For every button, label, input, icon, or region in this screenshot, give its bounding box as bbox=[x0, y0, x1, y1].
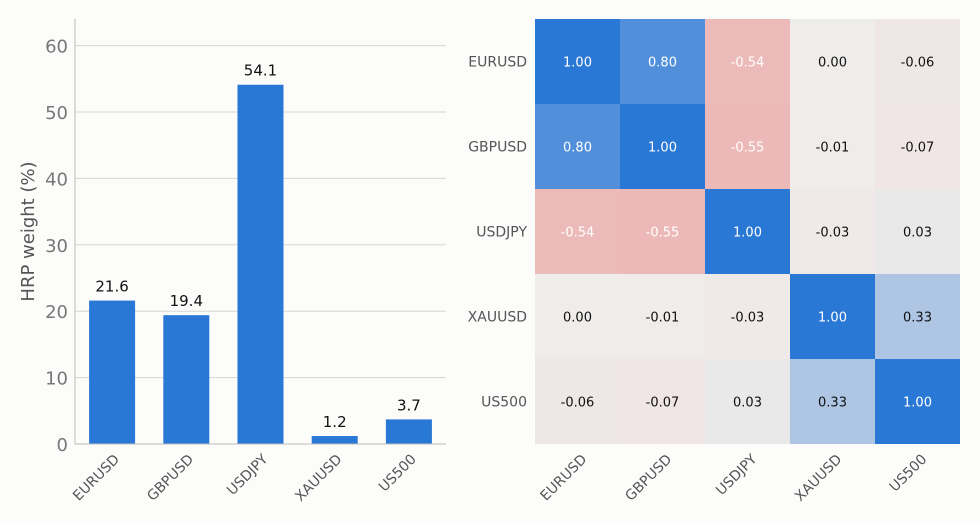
bar-x-tick-label: EURUSD bbox=[70, 452, 123, 505]
heatmap-cell-label: -0.54 bbox=[561, 226, 595, 241]
heatmap-cell-label: -0.06 bbox=[561, 396, 595, 411]
bar-series: 21.6 19.4 54.1 1.2 3.7 bbox=[89, 62, 432, 444]
heatmap-column-label: XAUUSD bbox=[792, 452, 845, 505]
heatmap-cell bbox=[705, 19, 790, 104]
bar-y-tick-label: 30 bbox=[45, 236, 68, 257]
heatmap-cell bbox=[535, 359, 620, 444]
heatmap-cell-label: -0.01 bbox=[816, 141, 850, 156]
heatmap-cell-label: 0.00 bbox=[818, 56, 847, 71]
heatmap-cell bbox=[790, 359, 875, 444]
bar-y-tick-label: 60 bbox=[45, 37, 68, 58]
bar-data-label: 54.1 bbox=[244, 62, 277, 80]
heatmap-cells: 1.00 0.80 -0.54 0.00 -0.06 0.80 1.00 -0.55 -0.01… bbox=[535, 19, 960, 444]
heatmap-cell-label: -0.07 bbox=[646, 396, 680, 411]
heatmap-cell bbox=[790, 274, 875, 359]
heatmap-row-label: EURUSD bbox=[468, 55, 527, 71]
bar-chart: 21.6 19.4 54.1 1.2 3.7 0 10 20 30 40 50 60 EURUSD GB… bbox=[18, 19, 446, 505]
heatmap-cell-label: 0.00 bbox=[563, 311, 592, 326]
heatmap-cell bbox=[875, 359, 960, 444]
heatmap-cell-label: -0.07 bbox=[901, 141, 935, 156]
heatmap-cell bbox=[620, 104, 705, 189]
bar-y-tick-label: 10 bbox=[45, 369, 68, 390]
heatmap-row-label: US500 bbox=[481, 395, 527, 411]
correlation-heatmap: 1.00 0.80 -0.54 0.00 -0.06 0.80 1.00 -0.55 -0.01… bbox=[468, 19, 960, 505]
bar bbox=[385, 419, 432, 444]
bar bbox=[237, 84, 284, 444]
bar-x-tick-label: USDJPY bbox=[224, 451, 272, 499]
bar-y-tick-label: 0 bbox=[57, 435, 68, 456]
heatmap-cell bbox=[790, 19, 875, 104]
heatmap-cell-label: 0.03 bbox=[903, 226, 932, 241]
heatmap-cell bbox=[875, 274, 960, 359]
heatmap-cell-label: 0.33 bbox=[818, 396, 847, 411]
heatmap-cell bbox=[875, 189, 960, 274]
heatmap-column-label: GBPUSD bbox=[622, 452, 675, 505]
bar-y-axis-label: HRP weight (%) bbox=[18, 161, 39, 301]
heatmap-cell-label: -0.55 bbox=[646, 226, 680, 241]
heatmap-cell bbox=[620, 189, 705, 274]
heatmap-cell-label: 1.00 bbox=[903, 396, 932, 411]
heatmap-cell-label: 1.00 bbox=[563, 56, 592, 71]
heatmap-cell-label: 0.33 bbox=[903, 311, 932, 326]
heatmap-row-label: GBPUSD bbox=[468, 140, 527, 156]
heatmap-cell bbox=[705, 104, 790, 189]
heatmap-cell-label: 1.00 bbox=[818, 311, 847, 326]
heatmap-cell bbox=[875, 19, 960, 104]
bar bbox=[311, 436, 358, 444]
heatmap-row-label: USDJPY bbox=[476, 225, 527, 241]
heatmap-cell-label: -0.01 bbox=[646, 311, 680, 326]
heatmap-cell bbox=[790, 104, 875, 189]
heatmap-cell-label: 1.00 bbox=[648, 141, 677, 156]
heatmap-cell-label: -0.54 bbox=[731, 56, 765, 71]
heatmap-cell bbox=[535, 104, 620, 189]
heatmap-cell-label: 0.80 bbox=[648, 56, 677, 71]
heatmap-cell-label: 0.03 bbox=[733, 396, 762, 411]
heatmap-cell bbox=[705, 189, 790, 274]
heatmap-cell bbox=[535, 274, 620, 359]
bar-data-label: 1.2 bbox=[323, 413, 347, 431]
bar bbox=[163, 315, 210, 444]
heatmap-cell bbox=[705, 274, 790, 359]
heatmap-cell bbox=[620, 359, 705, 444]
heatmap-cell bbox=[705, 359, 790, 444]
bar-x-tick-label: US500 bbox=[376, 452, 420, 496]
heatmap-column-label: USDJPY bbox=[713, 451, 761, 499]
heatmap-cell-label: 1.00 bbox=[733, 226, 762, 241]
bar-x-tick-label: GBPUSD bbox=[144, 452, 197, 505]
bar-y-tick-label: 50 bbox=[45, 103, 68, 124]
heatmap-cell bbox=[620, 274, 705, 359]
bar-x-tick-label: XAUUSD bbox=[292, 452, 345, 505]
bar-y-tick-label: 20 bbox=[45, 302, 68, 323]
bar-y-tick-label: 40 bbox=[45, 169, 68, 190]
heatmap-cell-label: -0.55 bbox=[731, 141, 765, 156]
bar-data-label: 3.7 bbox=[397, 396, 421, 414]
heatmap-column-label: EURUSD bbox=[537, 452, 590, 505]
heatmap-cell bbox=[535, 189, 620, 274]
heatmap-cell bbox=[535, 19, 620, 104]
bar-data-label: 21.6 bbox=[95, 278, 128, 296]
heatmap-cell-label: 0.80 bbox=[563, 141, 592, 156]
heatmap-cell bbox=[620, 19, 705, 104]
heatmap-cell-label: -0.06 bbox=[901, 56, 935, 71]
heatmap-column-label: US500 bbox=[887, 452, 931, 496]
heatmap-row-label: XAUUSD bbox=[468, 310, 527, 326]
bar bbox=[89, 300, 136, 444]
heatmap-cell bbox=[790, 189, 875, 274]
heatmap-cell bbox=[875, 104, 960, 189]
heatmap-cell-label: -0.03 bbox=[816, 226, 850, 241]
heatmap-cell-label: -0.03 bbox=[731, 311, 765, 326]
bar-data-label: 19.4 bbox=[170, 292, 203, 310]
